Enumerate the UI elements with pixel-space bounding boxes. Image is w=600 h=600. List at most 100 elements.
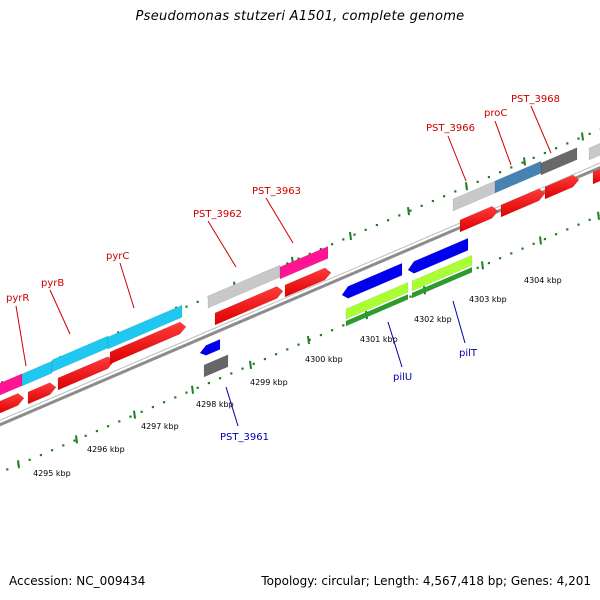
backbone xyxy=(0,162,600,427)
inner-tick xyxy=(73,439,76,442)
inner-tick xyxy=(588,218,591,221)
cog-box-proC xyxy=(494,160,542,194)
inner-tick xyxy=(555,233,558,236)
major-tick xyxy=(465,182,468,191)
inner-tick xyxy=(487,261,490,265)
cds-arrow xyxy=(27,382,57,405)
major-tick xyxy=(523,157,526,166)
cds-arrow xyxy=(0,393,25,414)
kbp-label: 4295 kbp xyxy=(33,469,71,478)
gene-labels: pyrR pyrB pyrC PST_3962 PST_3963 PST_3961 pilU… xyxy=(6,94,560,443)
cds-arrow xyxy=(459,205,499,233)
inner-tick xyxy=(151,405,154,409)
outer-tick xyxy=(297,257,300,260)
outer-tick xyxy=(286,262,289,265)
gene-label-PST_3963: PST_3963 xyxy=(252,186,301,197)
inner-tick xyxy=(409,295,412,298)
inner-tick xyxy=(196,386,199,389)
inner-tick xyxy=(297,343,300,346)
inner-tick xyxy=(174,396,177,399)
major-tick xyxy=(307,335,310,345)
inner-tick xyxy=(521,247,524,250)
outer-tick xyxy=(487,175,490,179)
outer-tick xyxy=(476,180,479,183)
outer-tick xyxy=(431,199,434,203)
major-tick xyxy=(75,435,78,444)
outer-tick xyxy=(387,219,390,222)
outer-tick xyxy=(308,252,311,255)
inner-tick xyxy=(230,372,233,375)
outer-tick xyxy=(588,132,591,135)
outer-tick xyxy=(454,190,457,193)
inner-tick xyxy=(252,362,255,365)
cog-box-reverse xyxy=(203,354,229,378)
kbp-label: 4296 kbp xyxy=(87,445,125,454)
cog-box-pyrR xyxy=(0,373,23,396)
cog-box-PST_3966 xyxy=(452,180,496,212)
outer-tick xyxy=(342,238,345,241)
inner-tick xyxy=(532,242,535,245)
gene-label-PST_3966: PST_3966 xyxy=(426,123,475,134)
major-tick xyxy=(539,236,542,245)
cds-arrow xyxy=(500,188,546,218)
cog-box-reverse xyxy=(411,266,473,299)
outer-tick xyxy=(510,166,513,169)
cds-arrow-reverse xyxy=(407,237,469,274)
cog-box-reverse xyxy=(345,282,409,320)
cds-arrow-reverse xyxy=(341,262,403,299)
cds-arrow xyxy=(544,174,580,200)
leader-line xyxy=(265,197,294,244)
gene-label-pyrC: pyrC xyxy=(106,251,129,262)
major-tick xyxy=(191,385,194,394)
inner-tick xyxy=(263,357,266,361)
inner-tick xyxy=(308,338,311,341)
kbp-label: 4302 kbp xyxy=(414,315,452,324)
kbp-label: 4297 kbp xyxy=(141,422,179,431)
inner-tick xyxy=(543,237,546,241)
cds-arrow-reverse xyxy=(199,339,221,356)
inner-tick xyxy=(129,415,132,418)
inner-tick xyxy=(84,434,87,437)
outer-tick xyxy=(499,171,502,174)
outer-tick xyxy=(443,195,446,198)
cds-arrow xyxy=(109,321,187,365)
inner-tick xyxy=(219,377,222,380)
leader-line xyxy=(494,120,512,166)
inner-tick xyxy=(241,367,244,370)
outer-tick xyxy=(353,233,356,236)
outer-tick xyxy=(566,142,569,145)
outer-tick xyxy=(521,161,524,164)
gene-label-PST_3968: PST_3968 xyxy=(511,94,560,105)
kbp-label: 4303 kbp xyxy=(469,295,507,304)
inner-tick xyxy=(185,391,188,394)
inner-tick xyxy=(331,329,334,332)
cog-box-PST_3962 xyxy=(207,264,281,309)
gene-label-pilU: pilU xyxy=(393,372,412,383)
cog-box-reverse xyxy=(345,294,409,327)
leader-line xyxy=(530,105,552,154)
inner-tick xyxy=(342,324,345,327)
inner-tick xyxy=(51,449,54,452)
outer-tick xyxy=(555,147,558,150)
leader-line xyxy=(225,386,239,427)
inner-tick xyxy=(319,333,322,337)
kbp-label: 4301 kbp xyxy=(360,335,398,344)
leader-line xyxy=(119,262,135,309)
inner-tick xyxy=(275,353,278,356)
inner-tick xyxy=(499,257,502,260)
major-tick xyxy=(17,460,20,469)
gene-features[interactable] xyxy=(0,139,600,414)
kbp-label: 4304 kbp xyxy=(524,276,562,285)
major-tick xyxy=(597,211,600,220)
major-tick xyxy=(133,410,136,419)
inner-tick xyxy=(163,401,166,404)
cog-box-PST_3968 xyxy=(540,147,578,176)
inner-tick xyxy=(39,453,42,457)
inner-tick xyxy=(107,425,110,428)
leader-line xyxy=(207,220,237,268)
outer-tick xyxy=(319,247,322,251)
map-title: Pseudomonas stutzeri A1501, complete gen… xyxy=(135,9,465,24)
outer-tick xyxy=(364,228,367,231)
outer-tick xyxy=(398,214,401,217)
